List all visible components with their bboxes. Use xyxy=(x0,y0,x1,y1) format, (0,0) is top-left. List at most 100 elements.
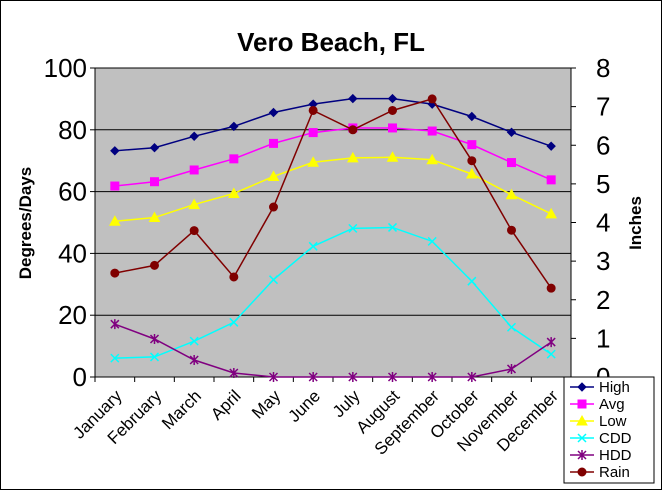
data-point-low xyxy=(148,211,161,223)
legend-swatch-marker xyxy=(577,450,587,460)
data-point-rain xyxy=(308,105,318,115)
data-point-rain xyxy=(150,260,159,270)
chart-title: Vero Beach, FL xyxy=(237,27,425,57)
data-point-rain xyxy=(427,94,437,104)
data-point-avg xyxy=(308,128,318,138)
legend-label: High xyxy=(599,379,630,396)
data-point-cdd xyxy=(110,353,120,363)
data-point-high xyxy=(506,127,517,137)
x-tick-label: April xyxy=(207,386,244,423)
x-tick-label: March xyxy=(158,386,205,433)
series-line-cdd xyxy=(114,226,552,359)
data-point-rain xyxy=(348,125,358,135)
series-line-hdd xyxy=(114,323,552,378)
data-point-cdd xyxy=(467,276,477,286)
data-point-avg xyxy=(110,181,120,191)
series-line-rain xyxy=(114,98,552,289)
y-left-tick-label: 20 xyxy=(58,300,87,330)
legend-swatch-marker xyxy=(577,467,587,477)
legend-item-hdd: HDD xyxy=(570,447,632,464)
legend-box xyxy=(563,376,655,484)
data-point-avg xyxy=(229,154,239,164)
data-point-hdd xyxy=(229,367,239,378)
data-point-hdd xyxy=(308,372,318,382)
data-point-cdd xyxy=(387,222,398,232)
y-right-tick-label: 6 xyxy=(596,130,610,160)
data-point-cdd xyxy=(149,352,160,362)
y-left-tick-label: 100 xyxy=(44,53,87,83)
data-point-hdd xyxy=(387,372,398,382)
data-point-cdd xyxy=(427,236,437,246)
data-point-hdd xyxy=(110,319,120,330)
data-point-avg xyxy=(427,126,437,136)
series-cdd xyxy=(110,222,556,363)
legend-label: CDD xyxy=(599,430,632,447)
data-point-hdd xyxy=(149,333,160,344)
data-point-hdd xyxy=(506,363,517,374)
y-right-tick-label: 3 xyxy=(596,246,610,276)
y-right-tick-label: 8 xyxy=(596,53,610,83)
plot-area xyxy=(94,67,572,378)
y-axis-left-title: Degrees/Days xyxy=(16,167,35,279)
data-point-low xyxy=(307,156,320,167)
data-point-hdd xyxy=(467,372,477,382)
series-line-high xyxy=(114,97,552,152)
data-point-cdd xyxy=(308,241,318,251)
legend-swatch-marker xyxy=(577,433,587,443)
data-point-high xyxy=(268,107,279,118)
y-right-tick-label: 1 xyxy=(596,323,610,353)
data-point-rain xyxy=(110,268,120,278)
data-point-hdd xyxy=(268,372,279,382)
y-right-tick-label: 5 xyxy=(596,169,610,199)
legend-swatch-marker xyxy=(577,399,587,409)
series-line-low xyxy=(114,156,552,223)
series-avg xyxy=(110,123,556,191)
data-point-hdd xyxy=(546,337,556,348)
series-high xyxy=(110,93,556,156)
data-point-cdd xyxy=(546,349,556,359)
data-point-hdd xyxy=(427,372,437,382)
data-point-high xyxy=(229,121,239,132)
data-point-cdd xyxy=(189,336,199,346)
data-point-cdd xyxy=(268,275,279,285)
data-point-cdd xyxy=(506,322,517,332)
data-point-high xyxy=(110,146,120,156)
data-point-rain xyxy=(229,272,239,282)
series-low xyxy=(108,151,558,226)
y-left-tick-label: 0 xyxy=(73,362,87,392)
x-tick-label: May xyxy=(248,386,284,422)
series-rain xyxy=(110,94,556,293)
series-hdd xyxy=(110,319,556,382)
data-point-low xyxy=(545,207,558,219)
y-left-tick-label: 80 xyxy=(58,115,87,145)
data-point-high xyxy=(189,131,199,141)
legend-swatch-marker xyxy=(577,382,587,392)
data-point-avg xyxy=(546,175,556,185)
data-point-low xyxy=(267,170,280,181)
data-point-rain xyxy=(546,283,556,293)
y-left-tick-label: 40 xyxy=(58,238,87,268)
legend-item-high: High xyxy=(570,379,630,396)
legend-label: Rain xyxy=(599,464,630,481)
data-point-low xyxy=(108,215,121,226)
data-point-rain xyxy=(467,156,477,166)
data-point-low xyxy=(188,198,201,210)
x-tick-label: July xyxy=(329,386,364,421)
data-point-high xyxy=(149,143,160,153)
data-point-avg xyxy=(269,138,278,148)
y-left-tick-label: 60 xyxy=(58,177,87,207)
data-point-rain xyxy=(507,225,516,235)
data-point-hdd xyxy=(348,372,358,382)
y-axis-right-title: Inches xyxy=(626,196,645,250)
data-point-low xyxy=(465,167,478,179)
data-point-high xyxy=(348,93,358,104)
data-point-cdd xyxy=(229,317,239,327)
legend-item-rain: Rain xyxy=(570,464,630,481)
data-point-high xyxy=(387,93,398,104)
data-point-avg xyxy=(189,165,199,175)
legend-item-avg: Avg xyxy=(570,396,625,413)
data-point-hdd xyxy=(189,355,199,366)
